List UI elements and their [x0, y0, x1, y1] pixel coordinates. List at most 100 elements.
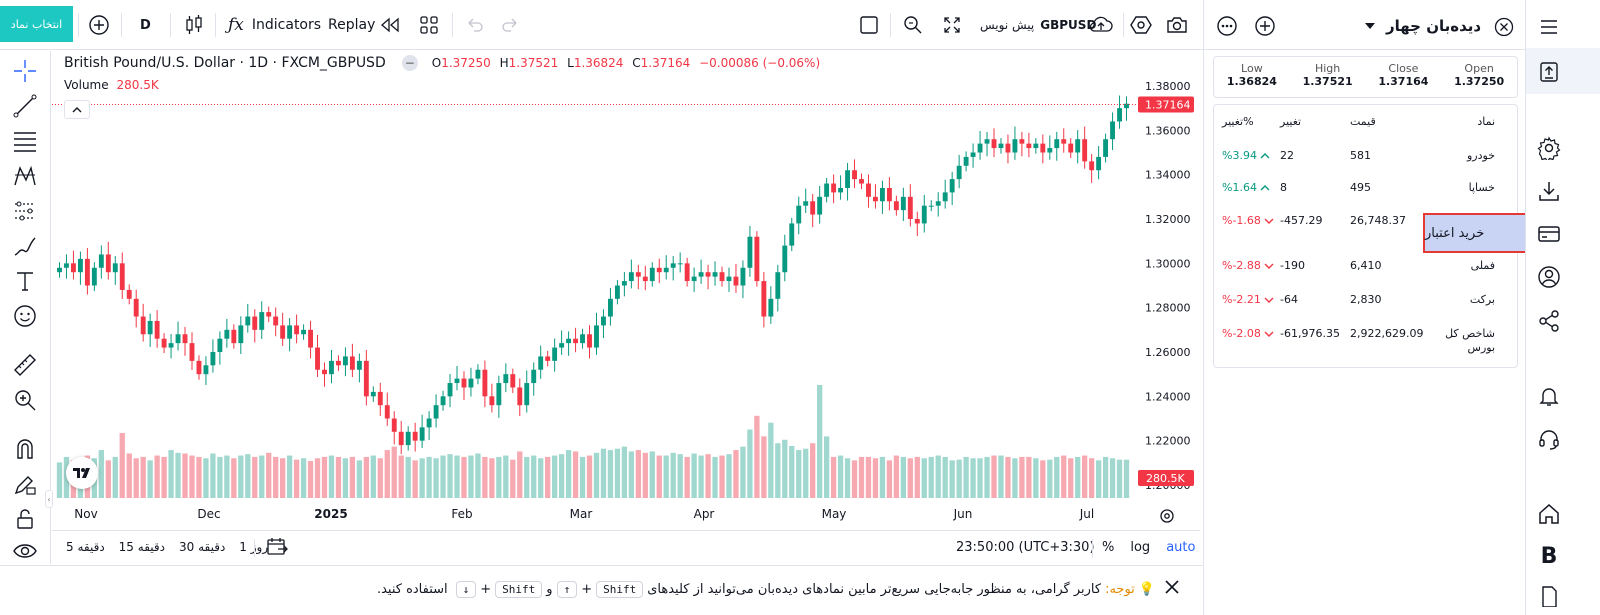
brand-logo-icon[interactable]: B — [1540, 543, 1558, 569]
chart-type-button[interactable] — [183, 0, 205, 50]
candle — [1096, 156, 1102, 171]
col-price[interactable]: قیمت — [1350, 115, 1376, 128]
volume-bar — [872, 458, 879, 498]
download-tab[interactable] — [1536, 178, 1562, 204]
candle — [1103, 139, 1109, 157]
chart-area[interactable]: 1.38000 1.36000 1.34000 1.32000 1.30000 1.280… — [52, 51, 1200, 564]
table-row[interactable]: فملی 6,410 -190 %-2.88 — [1214, 249, 1517, 281]
time-label[interactable]: 23:50:00 (UTC+3:30) — [956, 539, 1095, 555]
volume-bar — [405, 456, 411, 498]
log-toggle[interactable]: log — [1130, 539, 1151, 555]
fullscreen-layout-button[interactable] — [858, 0, 880, 50]
close-watchlist-button[interactable] — [1494, 17, 1514, 37]
close-notice-button[interactable] — [1163, 578, 1181, 596]
lock-drawing-tool[interactable] — [11, 470, 39, 498]
replay-button[interactable]: Replay — [328, 0, 401, 50]
zoom-in-tool[interactable] — [11, 386, 39, 414]
table-row[interactable]: 26,748.37 -457.29 %-1.68 — [1214, 204, 1517, 236]
range-5m[interactable]: دقیقه 5 — [66, 540, 105, 554]
lock-tool[interactable] — [11, 505, 39, 533]
document-tab[interactable] — [1536, 583, 1562, 609]
home-tab[interactable] — [1536, 501, 1562, 527]
table-row[interactable]: خودرو 581 22 %3.94 — [1214, 139, 1517, 171]
buy-credit-tooltip[interactable]: خرید اعتبار — [1423, 213, 1528, 253]
alerts-tab[interactable] — [1536, 383, 1562, 409]
row-change-pct: %-1.68 — [1222, 214, 1261, 227]
draft-symbol[interactable]: پیش نویس GBPUSD — [980, 0, 1096, 50]
candle — [552, 347, 558, 361]
row-symbol[interactable]: شاخص کل بورس — [1445, 327, 1495, 354]
volume-bar — [928, 456, 934, 498]
share-tab[interactable] — [1536, 308, 1562, 334]
more-options-button[interactable] — [1216, 15, 1238, 37]
support-tab[interactable] — [1536, 426, 1562, 452]
tradingview-logo[interactable] — [66, 457, 98, 489]
gear-icon — [1537, 136, 1561, 160]
snapshot-button[interactable] — [1166, 0, 1188, 50]
watchlist-tab[interactable] — [1526, 48, 1600, 94]
brush-tool[interactable] — [11, 232, 39, 260]
candle — [1089, 161, 1095, 171]
layout-button[interactable] — [418, 0, 440, 50]
magnet-tool[interactable] — [11, 435, 39, 463]
chevron-up-icon — [1260, 184, 1270, 190]
undo-icon — [468, 18, 483, 32]
volume-bar — [949, 460, 955, 498]
legend-toggle-button[interactable]: − — [401, 55, 418, 71]
settings-tab[interactable] — [1536, 135, 1562, 161]
table-row[interactable]: شاخص کل بورس 2,922,629.09 -61,976.35 %-2.08 — [1214, 317, 1517, 361]
menu-button[interactable] — [1536, 14, 1562, 40]
symbol-select-button[interactable]: انتخاب نماد — [0, 6, 73, 42]
volume-bar — [412, 460, 418, 498]
auto-toggle[interactable]: auto — [1166, 539, 1196, 555]
candle — [1054, 139, 1060, 149]
row-symbol[interactable]: خساپا — [1468, 181, 1495, 194]
settings-button[interactable] — [1130, 0, 1152, 50]
watchlist-title-dropdown[interactable]: دیده‌بان چهار — [1364, 14, 1481, 38]
col-symbol[interactable]: نماد — [1477, 115, 1495, 128]
volume-bar — [768, 422, 774, 498]
hide-drawings-tool[interactable] — [11, 537, 39, 565]
candle — [503, 374, 509, 384]
cloud-save-button[interactable] — [1088, 0, 1114, 50]
measure-tool[interactable] — [11, 351, 39, 379]
candle — [489, 396, 495, 406]
range-1d[interactable]: روز 1 — [239, 540, 269, 554]
credit-card-tab[interactable] — [1536, 221, 1562, 247]
volume-bar — [1033, 458, 1039, 498]
forecast-tool[interactable] — [11, 197, 39, 225]
col-change[interactable]: تغییر — [1280, 115, 1302, 128]
profile-tab[interactable] — [1536, 264, 1562, 290]
text-tool[interactable] — [11, 267, 39, 295]
goto-date-button[interactable] — [266, 537, 288, 557]
candle — [336, 360, 341, 366]
candle — [775, 272, 781, 299]
chart-settings-gear[interactable] — [1158, 507, 1176, 525]
expand-button[interactable] — [942, 0, 962, 50]
indicators-button[interactable]: ƒx Indicators — [228, 0, 321, 50]
collapse-left-toolbar[interactable]: ‹ — [45, 490, 53, 508]
row-symbol[interactable]: برکت — [1469, 293, 1495, 306]
range-15m[interactable]: دقیقه 15 — [118, 540, 165, 554]
crosshair-tool[interactable] — [11, 57, 39, 85]
redo-button[interactable] — [500, 0, 520, 50]
volume-bar — [984, 456, 990, 498]
interval-button[interactable]: D — [140, 17, 151, 33]
icon-tool[interactable] — [11, 302, 39, 330]
zoom-button[interactable] — [902, 0, 924, 50]
range-30m[interactable]: دقیقه 30 — [178, 540, 226, 554]
row-symbol[interactable]: خودرو — [1466, 149, 1495, 162]
row-symbol[interactable]: فملی — [1470, 259, 1495, 272]
table-row[interactable]: خساپا 495 8 %1.64 — [1214, 171, 1517, 203]
table-row[interactable]: برکت 2,830 -64 %-2.21 — [1214, 283, 1517, 315]
collapse-legend-button[interactable] — [64, 100, 90, 119]
add-symbol-button[interactable] — [88, 0, 110, 50]
fib-tool[interactable] — [11, 127, 39, 155]
percent-toggle[interactable]: % — [1102, 539, 1115, 555]
add-to-watchlist-button[interactable] — [1254, 15, 1276, 37]
col-change-pct[interactable]: تغییر% — [1222, 115, 1254, 128]
trendline-tool[interactable] — [11, 92, 39, 120]
undo-button[interactable] — [465, 0, 485, 50]
price-chart[interactable]: 1.38000 1.36000 1.34000 1.32000 1.30000 1.280… — [52, 51, 1200, 564]
pattern-tool[interactable] — [11, 162, 39, 190]
